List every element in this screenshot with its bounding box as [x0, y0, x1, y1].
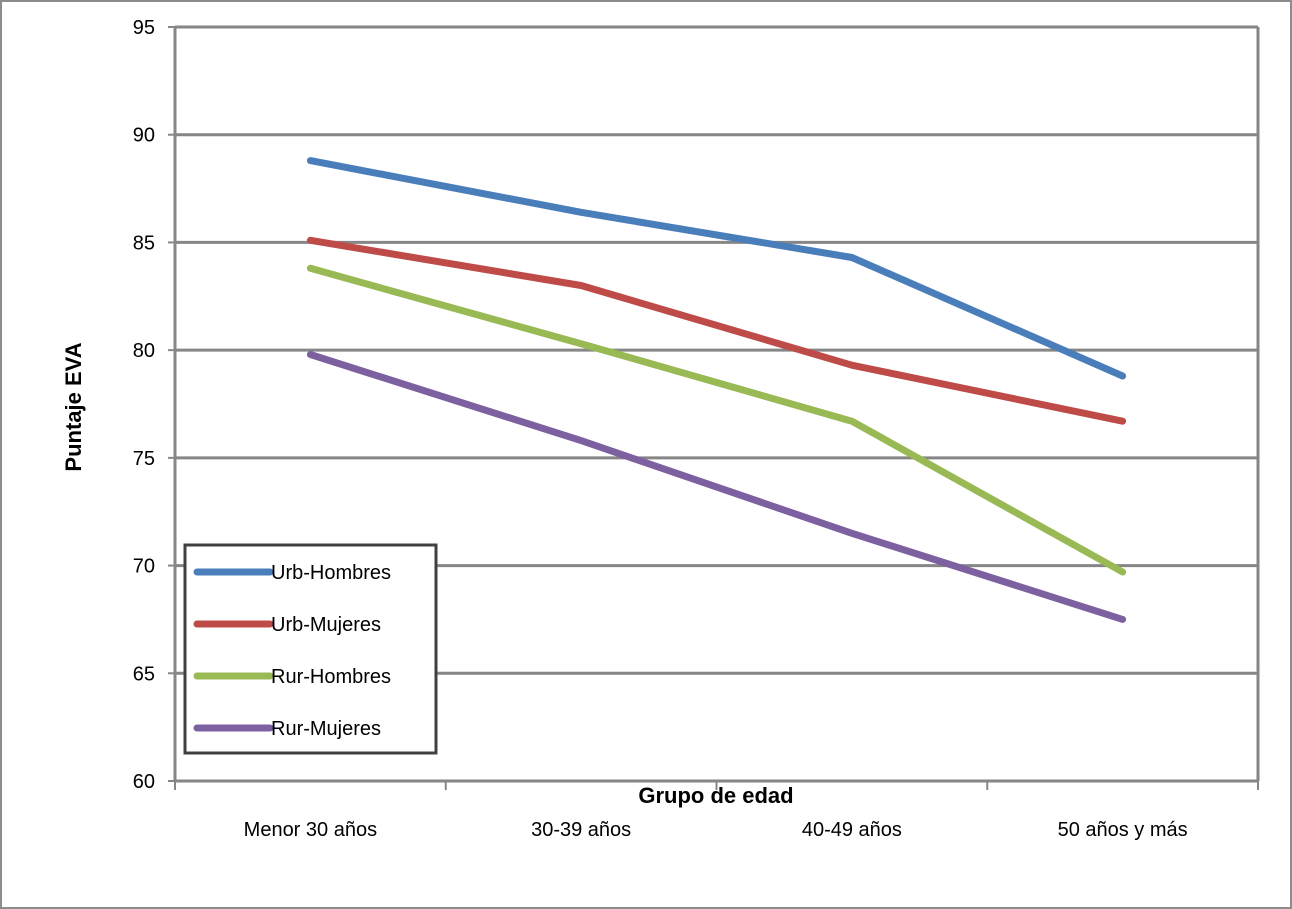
- series-lines: [306, 157, 1127, 623]
- series-line-rur-hombres: [306, 264, 1127, 576]
- series-line-rur-mujeres: [306, 351, 1127, 623]
- x-tick-labels: Menor 30 años 30-39 años 40-49 años 50 años…: [244, 819, 1188, 841]
- x-axis-title: Grupo de edad: [638, 783, 793, 808]
- y-tick-labels: 60 65 70 75 80 85 90 95: [133, 17, 155, 793]
- y-tick-label: 85: [133, 232, 155, 254]
- axes: [173, 27, 1260, 790]
- y-axis-title: Puntaje EVA: [61, 342, 86, 471]
- x-tick-label: Menor 30 años: [244, 819, 377, 841]
- y-tick-label: 75: [133, 448, 155, 470]
- legend-box: [183, 543, 438, 755]
- legend-label-rur-mujeres: Rur-Mujeres: [271, 718, 381, 740]
- legend-label-urb-hombres: Urb-Hombres: [271, 562, 391, 584]
- series-line-urb-hombres: [306, 157, 1127, 380]
- y-tick-label: 80: [133, 340, 155, 362]
- legend: Urb-Hombres Urb-Mujeres Rur-Hombres Rur-…: [183, 543, 438, 755]
- y-tick-label: 70: [133, 556, 155, 578]
- x-tick-label: 50 años y más: [1058, 819, 1188, 841]
- x-tick-label: 30-39 años: [531, 819, 631, 841]
- y-tick-label: 95: [133, 17, 155, 39]
- y-tick-label: 65: [133, 663, 155, 685]
- x-tick-label: 40-49 años: [802, 819, 902, 841]
- legend-label-rur-hombres: Rur-Hombres: [271, 666, 391, 688]
- legend-label-urb-mujeres: Urb-Mujeres: [271, 614, 381, 636]
- series-line-urb-mujeres: [306, 236, 1127, 425]
- y-tick-label: 90: [133, 125, 155, 147]
- y-tick-label: 60: [133, 771, 155, 793]
